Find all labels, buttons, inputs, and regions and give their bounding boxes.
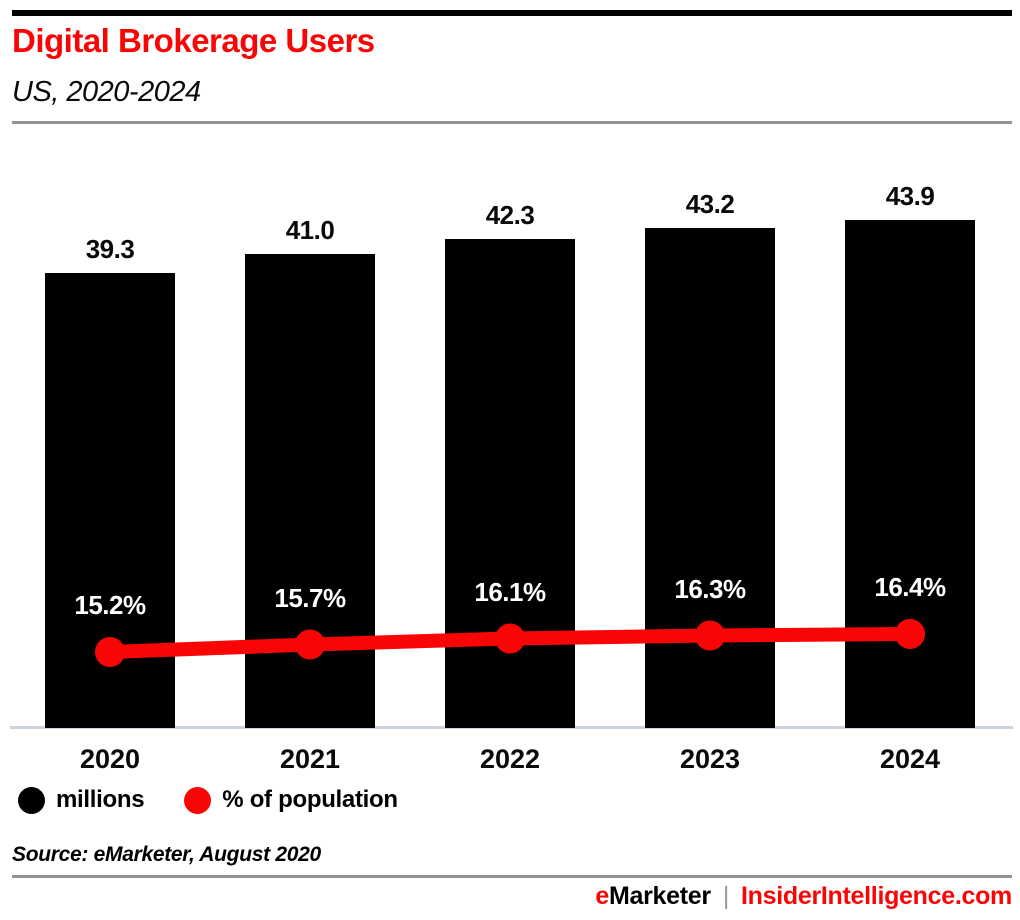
bar-value-label-2024: 43.9 (885, 181, 935, 211)
line-value-label-2021: 15.7% (274, 582, 346, 613)
line-value-label-2020: 15.2% (74, 590, 146, 620)
population-swatch-icon (184, 786, 212, 814)
trend-line-layer (95, 619, 925, 667)
line-value-label-2024: 16.4% (874, 572, 946, 602)
x-axis-label-2023: 2023 (679, 744, 741, 774)
legend-label-population: % of population (222, 786, 398, 813)
data-point-2024 (895, 619, 925, 649)
data-point-2022 (495, 623, 525, 654)
line-value-label-2022: 16.1% (474, 576, 546, 607)
footer-brand: eMarketer | InsiderIntelligence.com (12, 882, 1012, 911)
brand-pipe: | (722, 882, 730, 910)
brand-emarketer-e: e (595, 882, 609, 910)
data-point-2021 (295, 629, 325, 660)
bar-value-label-2021: 41.0 (285, 215, 335, 245)
source-note: Source: eMarketer, August 2020 (12, 843, 321, 866)
legend-item-millions: millions (18, 786, 145, 814)
brand-emarketer-rest: Marketer (609, 882, 711, 910)
brand-insider-intelligence: InsiderIntelligence.com (741, 882, 1012, 910)
legend-item-population: % of population (184, 786, 398, 814)
x-axis-label-2022: 2022 (479, 744, 541, 774)
chart-title: Digital Brokerage Users (12, 22, 375, 59)
top-accent-bar (12, 10, 1012, 16)
legend: millions % of population (18, 786, 398, 814)
line-value-label-2023: 16.3% (674, 573, 746, 604)
x-axis-label-2020: 2020 (79, 744, 141, 774)
x-axis-label-2021: 2021 (279, 744, 341, 774)
millions-swatch-icon (18, 786, 45, 814)
data-point-2020 (95, 637, 125, 667)
chart-area: 39.3 15.2% 2020 41.0 15.7% 2021 42.3 16.1% 2022 4… (0, 138, 1020, 774)
x-axis-label-2024: 2024 (879, 744, 941, 774)
brand-emarketer: eMarketer (595, 882, 711, 910)
bar-value-label-2020: 39.3 (85, 234, 135, 264)
footer-divider (12, 875, 1012, 878)
bar-value-label-2022: 42.3 (485, 200, 535, 230)
header-divider (12, 121, 1012, 124)
chart-subtitle: US, 2020-2024 (12, 76, 201, 108)
legend-label-millions: millions (56, 786, 145, 813)
bar-value-label-2023: 43.2 (685, 189, 735, 219)
data-point-2023 (695, 620, 725, 651)
